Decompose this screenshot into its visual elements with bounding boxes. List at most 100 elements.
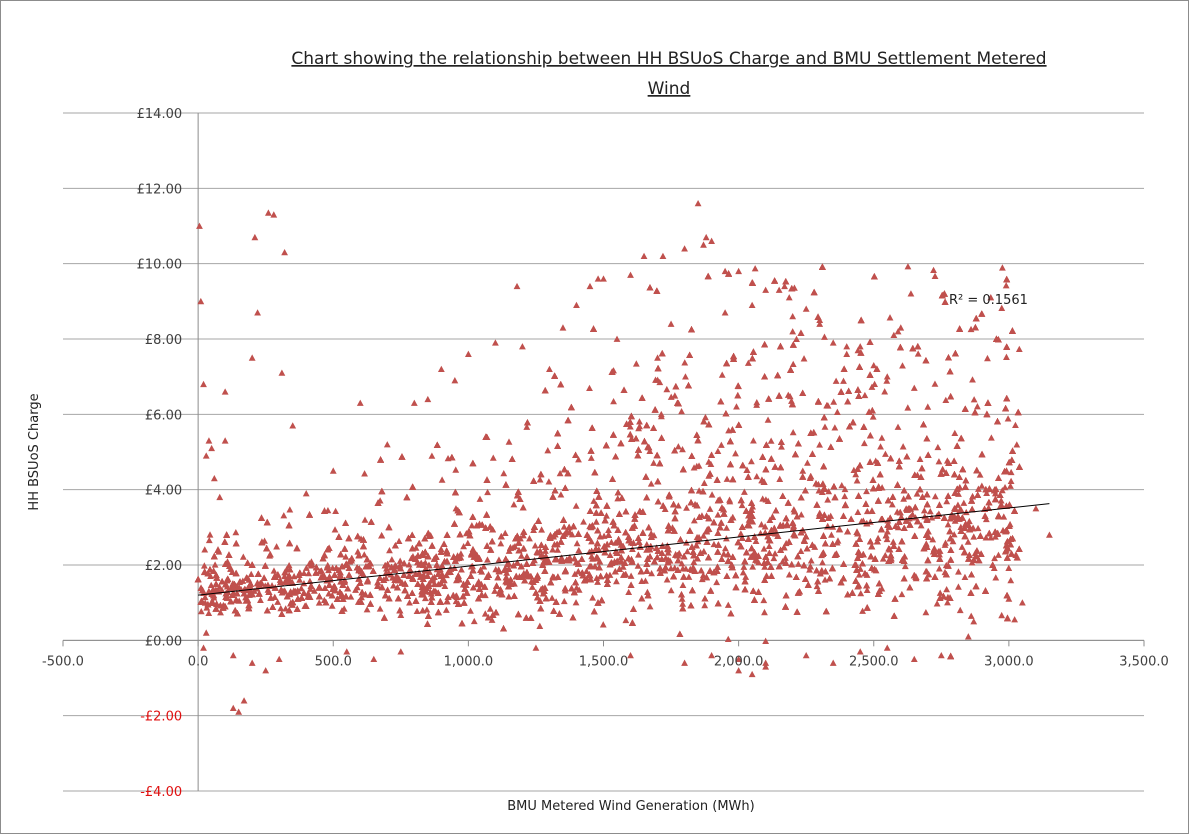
data-point bbox=[714, 447, 722, 454]
data-point bbox=[951, 517, 959, 524]
data-point bbox=[931, 380, 939, 387]
data-point bbox=[931, 272, 939, 280]
data-point bbox=[914, 350, 922, 357]
data-point bbox=[828, 531, 835, 538]
data-point bbox=[586, 384, 593, 391]
data-point bbox=[627, 572, 635, 579]
data-point bbox=[946, 515, 954, 522]
data-point bbox=[852, 470, 860, 478]
data-point bbox=[744, 359, 752, 366]
data-point bbox=[363, 606, 371, 613]
data-point bbox=[396, 561, 404, 569]
data-point bbox=[699, 572, 707, 579]
data-point bbox=[545, 478, 553, 485]
data-point bbox=[841, 492, 849, 500]
data-point bbox=[901, 562, 909, 570]
data-point bbox=[700, 532, 707, 539]
data-point bbox=[955, 583, 962, 590]
data-point bbox=[967, 325, 975, 333]
data-point bbox=[282, 605, 290, 612]
data-point bbox=[679, 565, 687, 572]
data-point bbox=[667, 393, 675, 400]
data-point bbox=[1007, 482, 1014, 489]
data-point bbox=[228, 568, 236, 576]
data-point bbox=[749, 563, 757, 570]
data-point bbox=[560, 597, 568, 605]
data-point bbox=[916, 455, 924, 462]
data-point bbox=[710, 540, 718, 548]
data-point bbox=[280, 512, 288, 519]
data-point bbox=[277, 604, 285, 612]
data-point bbox=[1005, 564, 1013, 571]
data-point bbox=[1003, 353, 1010, 360]
data-point bbox=[594, 578, 602, 585]
data-point bbox=[491, 587, 499, 594]
data-point bbox=[239, 577, 247, 584]
data-point bbox=[899, 362, 906, 369]
data-point bbox=[833, 408, 841, 415]
data-point bbox=[625, 588, 633, 596]
data-points bbox=[194, 200, 1053, 715]
data-point bbox=[300, 579, 308, 587]
data-point bbox=[907, 290, 915, 297]
data-point bbox=[306, 577, 314, 584]
data-point bbox=[270, 567, 278, 574]
data-point bbox=[386, 546, 393, 554]
data-point bbox=[257, 596, 264, 603]
data-point bbox=[936, 589, 944, 596]
data-point bbox=[838, 481, 846, 489]
data-point bbox=[211, 561, 219, 568]
data-point bbox=[881, 551, 889, 559]
data-point bbox=[442, 606, 450, 613]
data-point bbox=[917, 522, 925, 529]
data-point bbox=[995, 551, 1002, 558]
data-point bbox=[636, 418, 643, 425]
data-point bbox=[771, 550, 779, 557]
data-point bbox=[922, 608, 930, 616]
data-point bbox=[571, 570, 579, 577]
data-point bbox=[894, 423, 902, 430]
data-point bbox=[264, 581, 272, 588]
data-point bbox=[1007, 577, 1015, 584]
data-point bbox=[682, 373, 689, 380]
data-point bbox=[558, 554, 565, 561]
data-point bbox=[647, 480, 655, 487]
data-point bbox=[207, 581, 215, 588]
data-point bbox=[785, 571, 793, 578]
data-point bbox=[548, 594, 556, 601]
data-point bbox=[764, 416, 772, 423]
data-point bbox=[671, 392, 679, 399]
data-point bbox=[361, 516, 369, 523]
data-point bbox=[281, 572, 288, 580]
data-point bbox=[622, 616, 630, 624]
data-point bbox=[325, 590, 333, 597]
data-point bbox=[943, 497, 951, 505]
data-point bbox=[484, 488, 491, 496]
data-point bbox=[922, 540, 930, 547]
data-point bbox=[761, 523, 769, 530]
data-point bbox=[271, 593, 279, 600]
data-point bbox=[528, 583, 536, 590]
data-point bbox=[632, 360, 640, 367]
data-point bbox=[310, 587, 318, 594]
data-point bbox=[488, 616, 496, 623]
data-point bbox=[1001, 483, 1009, 491]
data-point bbox=[538, 526, 546, 533]
data-point bbox=[976, 471, 984, 478]
data-point bbox=[879, 555, 887, 562]
data-point bbox=[701, 601, 709, 609]
data-point bbox=[874, 534, 882, 542]
data-point bbox=[974, 524, 982, 532]
data-point bbox=[758, 521, 765, 528]
data-point bbox=[489, 454, 497, 461]
data-point bbox=[484, 556, 491, 563]
data-point bbox=[495, 556, 503, 563]
data-point bbox=[781, 554, 789, 561]
data-point bbox=[934, 443, 942, 451]
data-point bbox=[859, 607, 866, 614]
data-point bbox=[443, 571, 450, 579]
data-point bbox=[723, 524, 730, 531]
data-point bbox=[764, 497, 772, 504]
data-point bbox=[603, 512, 610, 519]
